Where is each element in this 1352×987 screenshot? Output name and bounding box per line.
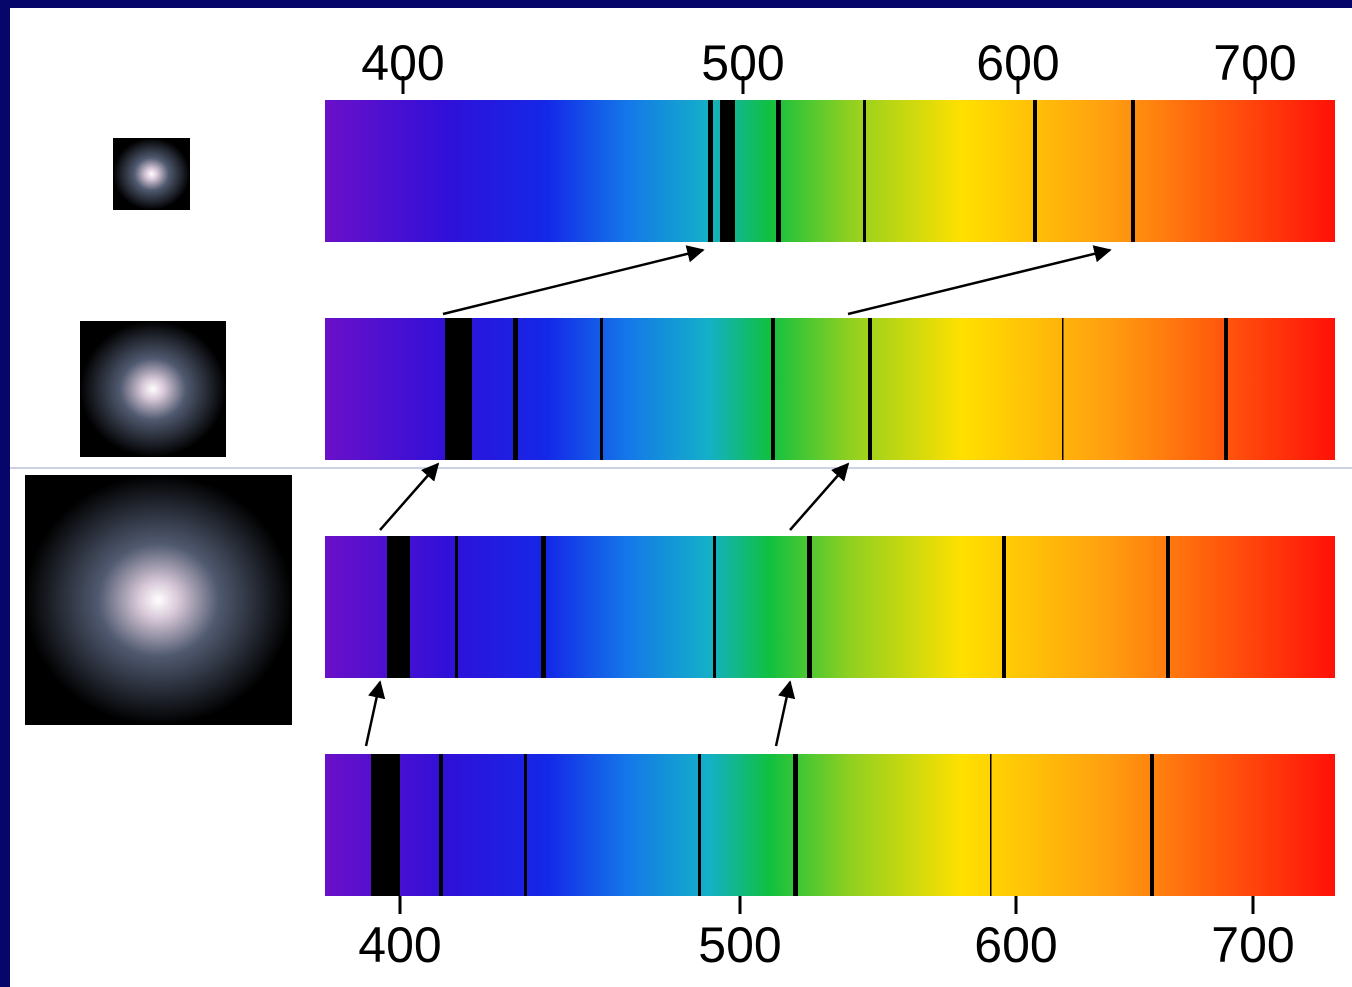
absorption-line — [1002, 536, 1006, 678]
arrow — [789, 462, 850, 531]
absorption-line — [541, 536, 546, 678]
absorption-line — [455, 536, 458, 678]
absorption-line — [863, 100, 866, 242]
absorption-line — [513, 318, 518, 460]
absorption-line — [1131, 100, 1135, 242]
tick-label: 600 — [974, 917, 1057, 973]
galaxy-image — [80, 321, 226, 457]
spectrum-band — [325, 318, 1335, 460]
tick-label: 500 — [698, 917, 781, 973]
arrow — [364, 680, 386, 747]
tick-label: 400 — [358, 917, 441, 973]
arrow — [442, 245, 705, 316]
galaxies — [25, 138, 292, 725]
absorption-line — [371, 754, 400, 896]
absorption-line — [990, 754, 992, 896]
galaxy-image — [113, 138, 190, 210]
spectrum-band — [325, 536, 1335, 678]
absorption-line — [793, 754, 798, 896]
absorption-line — [1224, 318, 1228, 460]
absorption-line — [387, 536, 410, 678]
spectra — [325, 100, 1335, 896]
shift-arrows — [364, 245, 1112, 747]
absorption-line — [1033, 100, 1037, 242]
absorption-line — [600, 318, 603, 460]
absorption-line — [776, 100, 781, 242]
absorption-line — [807, 536, 812, 678]
absorption-line — [720, 100, 735, 242]
galaxy-image — [25, 475, 292, 725]
absorption-line — [1062, 318, 1064, 460]
arrow — [774, 680, 796, 747]
absorption-line — [445, 318, 472, 460]
absorption-line — [771, 318, 775, 460]
absorption-line — [1166, 536, 1170, 678]
absorption-line — [708, 100, 713, 242]
absorption-line — [868, 318, 872, 460]
absorption-line — [1150, 754, 1154, 896]
absorption-line — [439, 754, 443, 896]
tick-label: 700 — [1211, 917, 1294, 973]
absorption-line — [524, 754, 527, 896]
absorption-line — [698, 754, 701, 896]
spectrum-band — [325, 100, 1335, 242]
spectrum-band — [325, 754, 1335, 896]
arrow — [379, 462, 440, 531]
arrow — [847, 245, 1112, 316]
absorption-line — [713, 536, 716, 678]
